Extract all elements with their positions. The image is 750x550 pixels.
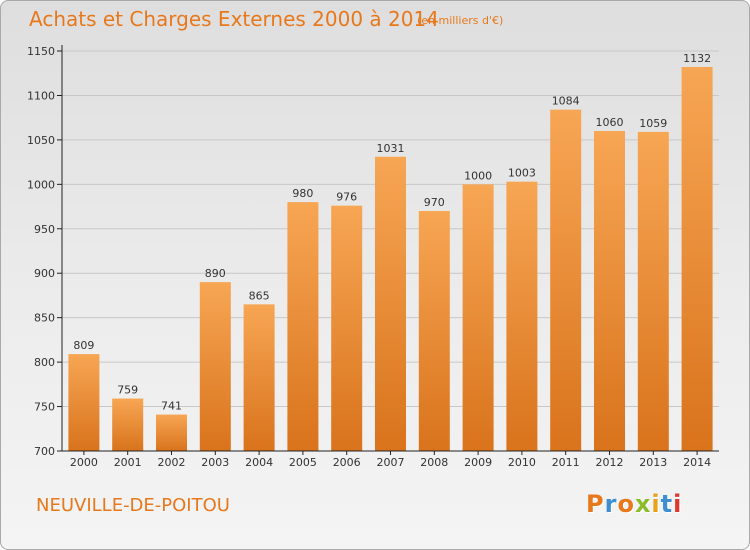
chart-title: Achats et Charges Externes 2000 à 2014: [29, 7, 439, 31]
data-label: 809: [73, 339, 94, 352]
y-tick-label: 900: [34, 267, 55, 280]
bar: [331, 205, 363, 451]
x-tick-label: 2003: [201, 456, 229, 469]
data-label: 1003: [508, 167, 536, 180]
bar: [243, 304, 275, 451]
x-tick-label: 2005: [289, 456, 317, 469]
y-tick-label: 850: [34, 312, 55, 325]
x-tick-label: 2006: [333, 456, 361, 469]
data-label: 1000: [464, 169, 492, 182]
x-tick-label: 2008: [420, 456, 448, 469]
y-tick-label: 950: [34, 223, 55, 236]
bar: [418, 211, 450, 451]
data-label: 970: [424, 196, 445, 209]
bar: [550, 109, 582, 452]
x-tick-label: 2011: [552, 456, 580, 469]
data-label: 741: [161, 400, 182, 413]
town-name: NEUVILLE-DE-POITOU: [36, 495, 230, 516]
bar: [199, 282, 231, 451]
data-label: 759: [117, 384, 138, 397]
x-tick-label: 2007: [377, 456, 405, 469]
y-tick-label: 1150: [27, 45, 55, 58]
data-label: 976: [336, 191, 357, 204]
x-tick-label: 2001: [114, 456, 142, 469]
bar: [375, 156, 406, 451]
x-tick-label: 2013: [639, 456, 667, 469]
data-label: 1060: [596, 116, 624, 129]
proxiti-logo[interactable]: Proxiti: [586, 490, 683, 518]
bar: [68, 354, 100, 451]
data-label: 1031: [377, 142, 405, 155]
bar: [156, 414, 187, 451]
data-label: 1084: [552, 95, 580, 108]
y-tick-label: 750: [34, 401, 55, 414]
x-tick-label: 2002: [158, 456, 186, 469]
bar: [287, 202, 319, 451]
data-label: 890: [205, 267, 226, 280]
x-tick-label: 2000: [70, 456, 98, 469]
bar-chart: 700 750 800 850 900 950 1000 1050 1100 1150 2000 20…: [27, 45, 719, 469]
x-tick-label: 2004: [245, 456, 273, 469]
bar: [637, 131, 669, 451]
axis-layer: 700 750 800 850 900 950 1000 1050 1100 1150 2000 20…: [27, 45, 719, 469]
bar: [681, 67, 713, 451]
y-tick-label: 1100: [27, 89, 55, 102]
chart-subtitle: (en milliers d'€): [417, 14, 504, 27]
bar: [462, 184, 494, 452]
x-tick-label: 2014: [683, 456, 711, 469]
bar: [506, 181, 538, 451]
label-layer: 809 759 741 890 865 980 976 1031 970 1000 1003 1084…: [73, 52, 711, 413]
x-tick-label: 2012: [596, 456, 624, 469]
data-label: 1059: [639, 117, 667, 130]
y-tick-label: 800: [34, 356, 55, 369]
bar: [594, 131, 625, 451]
bar: [112, 398, 144, 451]
x-tick-label: 2010: [508, 456, 536, 469]
x-tick-label: 2009: [464, 456, 492, 469]
data-label: 980: [292, 187, 313, 200]
bar-layer: [68, 67, 713, 452]
y-tick-label: 700: [34, 445, 55, 458]
y-tick-label: 1050: [27, 134, 55, 147]
data-label: 1132: [683, 52, 711, 65]
data-label: 865: [249, 289, 270, 302]
y-tick-label: 1000: [27, 178, 55, 191]
